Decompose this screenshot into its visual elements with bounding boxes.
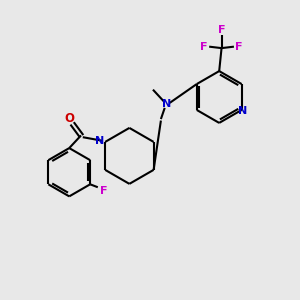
Text: O: O [65, 112, 75, 125]
Text: N: N [95, 136, 104, 146]
Text: N: N [162, 99, 171, 110]
Text: F: F [100, 186, 107, 196]
Text: F: F [218, 25, 225, 34]
Text: F: F [236, 42, 243, 52]
Text: N: N [238, 106, 248, 116]
Text: F: F [200, 42, 208, 52]
